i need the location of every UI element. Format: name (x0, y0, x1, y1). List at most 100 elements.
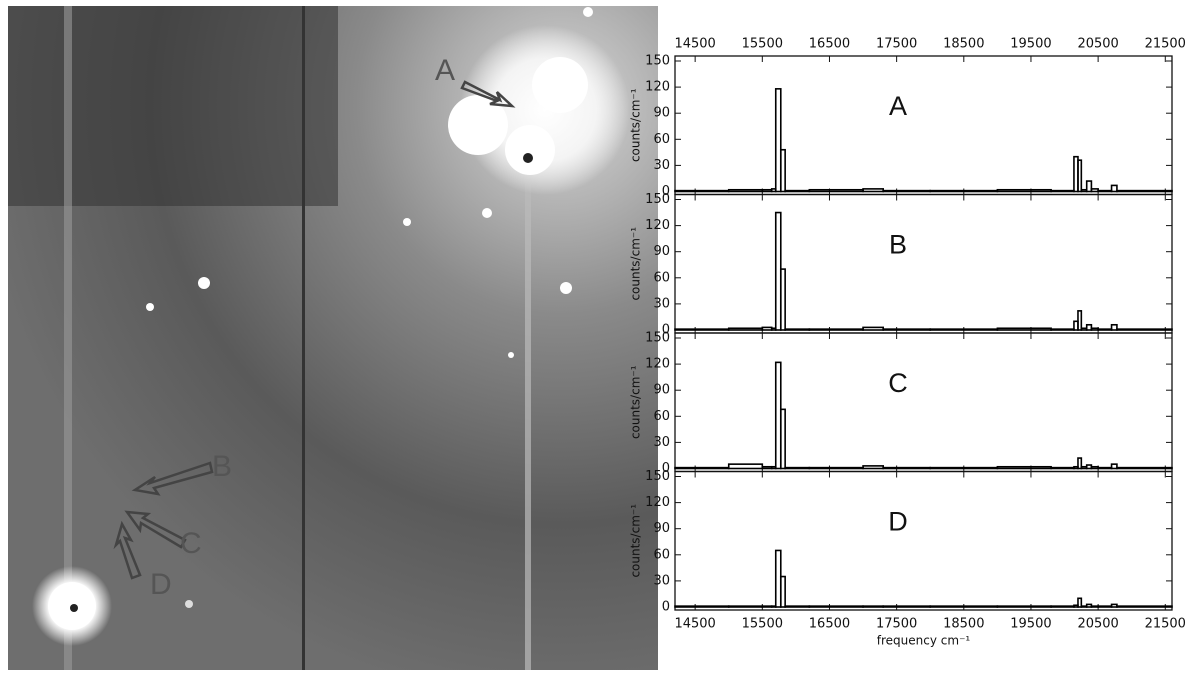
bar (761, 605, 773, 608)
x-tick-label: 18500 (943, 617, 984, 632)
bar (784, 328, 811, 331)
bar (1110, 463, 1118, 470)
bar (1080, 327, 1088, 331)
x-tick-label: 21500 (1145, 37, 1186, 52)
bar (1090, 188, 1099, 193)
y-tick-label: 150 (645, 331, 670, 346)
y-tick-label: 30 (653, 435, 670, 450)
bar (1090, 465, 1099, 470)
bar (779, 148, 786, 193)
x-axis-label: frequency cm⁻¹ (877, 634, 971, 648)
y-tick-label: 150 (645, 54, 670, 69)
y-axis-label: counts/cm⁻¹ (629, 227, 643, 301)
bar (1097, 605, 1113, 608)
bar (1080, 188, 1088, 193)
y-tick-label: 90 (653, 383, 670, 398)
bar (808, 466, 864, 470)
bar (784, 466, 811, 470)
y-tick-label: 60 (653, 270, 670, 285)
bar (1097, 466, 1113, 470)
x-tick-label: 20500 (1077, 617, 1118, 632)
bar (862, 326, 885, 331)
y-axis-label: counts/cm⁻¹ (629, 365, 643, 439)
bar (779, 268, 786, 331)
bar (761, 465, 773, 470)
bar (1116, 189, 1173, 193)
x-tick-label: 19500 (1010, 37, 1051, 52)
bar (1080, 465, 1088, 470)
x-tick-label: 18500 (943, 37, 984, 52)
bar (1085, 180, 1093, 193)
y-tick-label: 90 (653, 106, 670, 121)
bar (882, 328, 932, 331)
bar (808, 188, 864, 193)
bar (808, 328, 864, 331)
x-tick-label: 14500 (674, 37, 715, 52)
image-label: D (150, 568, 172, 601)
bar (784, 605, 811, 608)
bar (996, 188, 1052, 193)
y-tick-label: 0 (662, 184, 670, 199)
bar (1050, 189, 1075, 193)
bar (1097, 328, 1113, 331)
panel-frame (674, 193, 1173, 334)
bar (1110, 184, 1118, 193)
y-tick-label: 120 (645, 80, 670, 95)
bar (1116, 466, 1173, 470)
y-tick-label: 0 (662, 323, 670, 338)
y-tick-label: 120 (645, 357, 670, 372)
bar (1077, 310, 1083, 331)
y-tick-label: 60 (653, 409, 670, 424)
bar (862, 465, 885, 470)
x-tick-label: 15500 (742, 617, 783, 632)
image-label: C (180, 527, 202, 560)
bar (1050, 328, 1075, 331)
bar (761, 188, 773, 193)
panel-label: B (889, 230, 907, 260)
bar (674, 189, 730, 193)
bar (882, 605, 932, 608)
bar (1090, 327, 1099, 331)
x-tick-label: 16500 (809, 617, 850, 632)
bar (779, 575, 786, 608)
bar (727, 605, 764, 608)
bar (882, 189, 932, 193)
y-tick-label: 30 (653, 296, 670, 311)
y-tick-label: 90 (653, 244, 670, 259)
bar (1050, 466, 1075, 470)
bar (727, 188, 764, 193)
y-tick-label: 30 (653, 158, 670, 173)
bar (674, 328, 730, 331)
bar (1097, 189, 1113, 193)
bar (1116, 605, 1173, 608)
y-tick-label: 150 (645, 469, 670, 484)
x-tick-label: 16500 (809, 37, 850, 52)
y-tick-label: 0 (662, 461, 670, 476)
bar (1077, 457, 1083, 470)
sky-image: A B C D (8, 6, 658, 670)
y-tick-label: 0 (662, 600, 670, 615)
y-tick-label: 60 (653, 547, 670, 562)
panel-label: A (889, 91, 907, 121)
bar (1077, 597, 1083, 608)
bar (761, 326, 773, 331)
bar (1077, 159, 1083, 193)
x-tick-label: 20500 (1077, 37, 1118, 52)
x-tick-label: 19500 (1010, 617, 1051, 632)
y-tick-label: 120 (645, 218, 670, 233)
y-tick-label: 150 (645, 192, 670, 207)
bar (1116, 328, 1173, 331)
bar (808, 605, 864, 608)
x-tick-label: 17500 (876, 37, 917, 52)
bar (929, 189, 999, 193)
bar (996, 465, 1052, 470)
bar (727, 463, 764, 470)
y-axis-label: counts/cm⁻¹ (629, 88, 643, 162)
bar (774, 88, 782, 193)
bar (1085, 323, 1093, 331)
bar (929, 466, 999, 470)
x-tick-label: 17500 (876, 617, 917, 632)
bar (862, 188, 885, 193)
y-tick-label: 60 (653, 132, 670, 147)
